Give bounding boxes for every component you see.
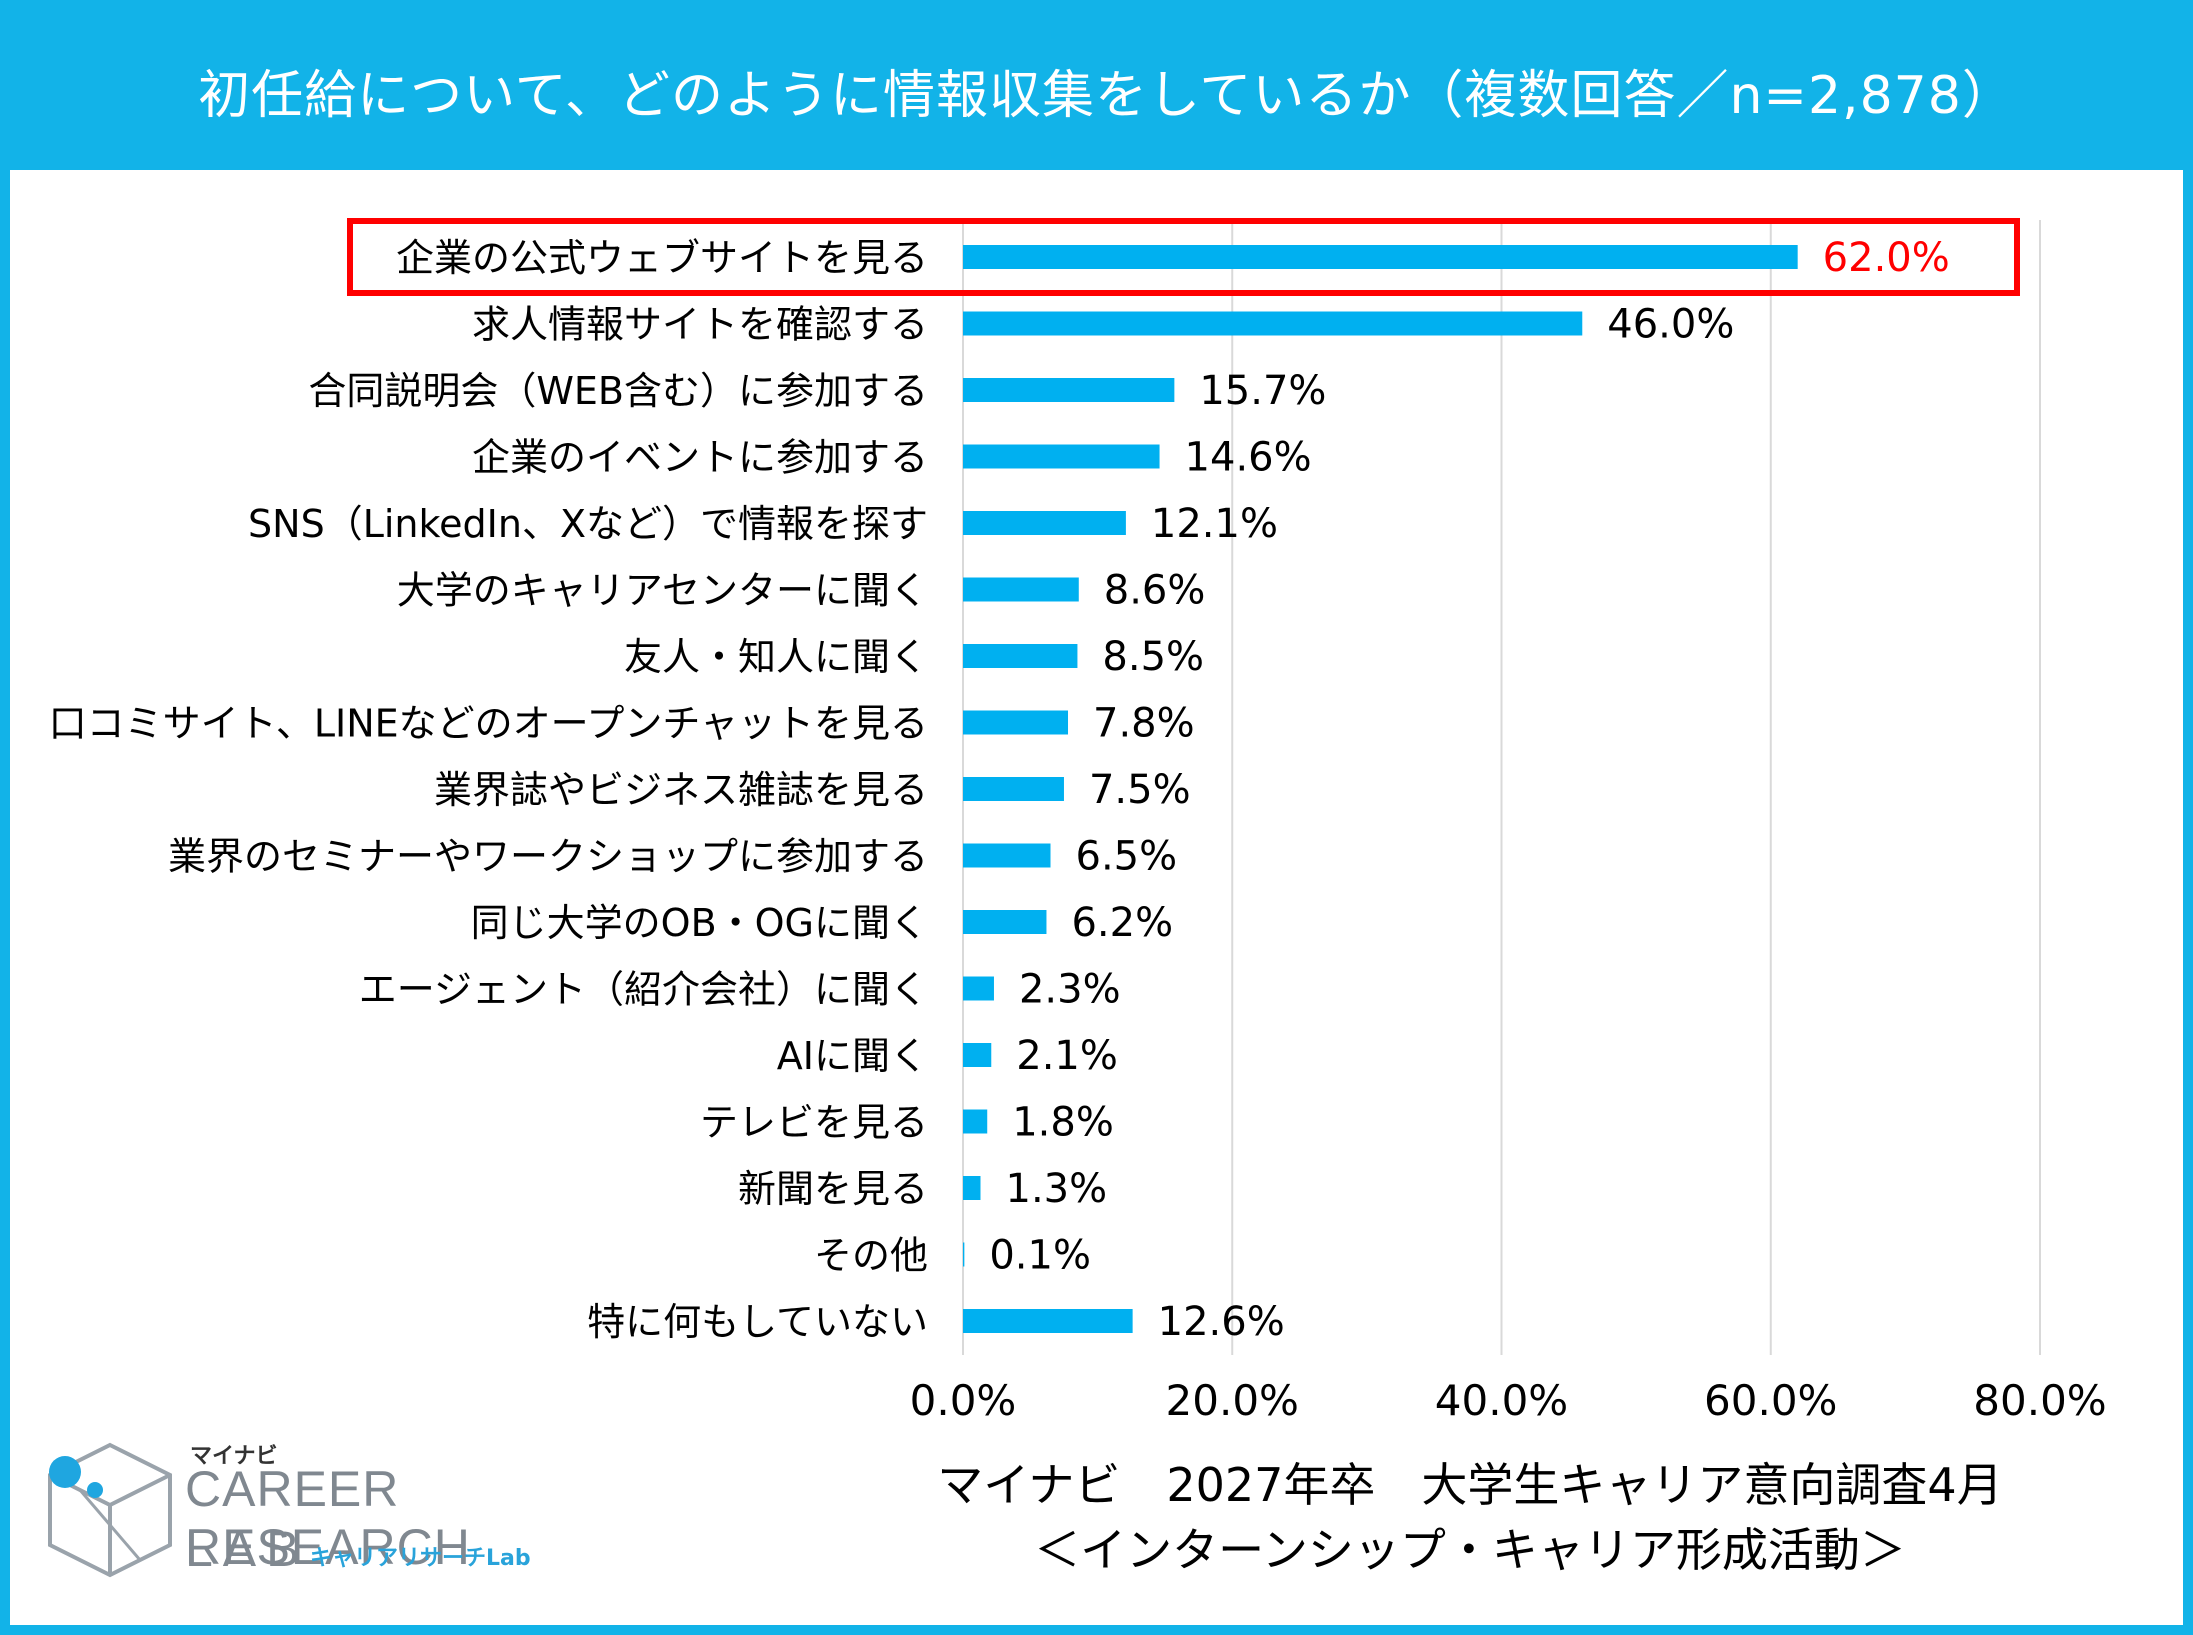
logo-main-text: CAREER RESEARCH — [185, 1461, 471, 1575]
x-tick-label: 20.0% — [1166, 1376, 1299, 1425]
category-label: 求人情報サイトを確認する — [472, 303, 928, 347]
career-research-lab-logo: マイナビ CAREER RESEARCH LAB キャリアリサーチLab — [40, 1420, 640, 1600]
bar — [963, 644, 1078, 668]
data-label: 7.5% — [1089, 767, 1191, 813]
bar — [963, 777, 1064, 801]
category-label: 特に何もしていない — [587, 1300, 928, 1344]
bar — [963, 378, 1175, 402]
bar — [963, 245, 1798, 269]
bar — [963, 910, 1047, 934]
data-label: 7.8% — [1093, 701, 1195, 747]
bar — [963, 577, 1079, 602]
data-label: 8.6% — [1104, 568, 1206, 614]
category-label: 大学のキャリアセンターに聞く — [397, 569, 928, 613]
data-label: 6.5% — [1076, 834, 1178, 880]
chart-title: 初任給について、どのように情報収集をしているか（複数回答／n=2,878） — [198, 65, 2015, 126]
category-label: 企業のイベントに参加する — [472, 436, 928, 480]
bar — [963, 1309, 1133, 1333]
data-label: 15.7% — [1199, 368, 1326, 414]
bar — [963, 976, 994, 1001]
category-label: 合同説明会（WEB含む）に参加する — [308, 369, 928, 413]
title-bar: 初任給について、どのように情報収集をしているか（複数回答／n=2,878） — [10, 10, 2193, 170]
category-label: 業界のセミナーやワークショップに参加する — [168, 835, 928, 879]
x-tick-label: 80.0% — [1973, 1376, 2106, 1425]
bar — [963, 710, 1069, 735]
logo-sub-text: キャリアリサーチLab — [310, 1546, 531, 1571]
category-label: 同じ大学のOB・OGに聞く — [471, 901, 928, 945]
category-label: 友人・知人に聞く — [624, 635, 928, 679]
x-tick-label: 40.0% — [1435, 1376, 1568, 1425]
source-line-2: ＜インターンシップ・キャリア形成活動＞ — [1034, 1523, 1906, 1577]
category-label: 口コミサイト、LINEなどのオープンチャットを見る — [49, 702, 928, 746]
bar — [963, 1242, 965, 1267]
data-label: 46.0% — [1607, 302, 1734, 348]
data-label: 2.3% — [1019, 967, 1121, 1013]
data-label: 12.6% — [1158, 1299, 1285, 1345]
bar — [963, 1176, 981, 1200]
category-label: 企業の公式ウェブサイトを見る — [396, 236, 928, 280]
data-label: 62.0% — [1823, 235, 1950, 281]
category-label: 新聞を見る — [738, 1167, 928, 1211]
category-label: SNS（LinkedIn、Xなど）で情報を探す — [248, 502, 928, 546]
data-label: 1.8% — [1012, 1100, 1114, 1146]
x-tick-label: 0.0% — [910, 1376, 1017, 1425]
category-label: 業界誌やビジネス雑誌を見る — [434, 768, 928, 812]
bar — [963, 511, 1126, 535]
cube-logo-icon — [48, 1442, 172, 1578]
category-label: エージェント（紹介会社）に聞く — [359, 968, 928, 1012]
category-label: AIに聞く — [777, 1034, 928, 1078]
bar — [963, 311, 1583, 336]
logo-lab-text: LAB — [185, 1521, 310, 1577]
data-label: 0.1% — [989, 1233, 1091, 1279]
bar — [963, 444, 1160, 469]
bar — [963, 843, 1051, 868]
highlight-box — [347, 218, 2020, 296]
data-label: 1.3% — [1006, 1166, 1108, 1212]
bar — [963, 1043, 992, 1067]
data-label: 2.1% — [1016, 1033, 1118, 1079]
data-label: 12.1% — [1151, 501, 1278, 547]
category-label: テレビを見る — [700, 1101, 928, 1145]
source-line-1: マイナビ 2027年卒 大学生キャリア意向調査4月 — [937, 1458, 2003, 1512]
bar — [963, 1109, 988, 1134]
logo-brand: マイナビ — [190, 1444, 278, 1469]
data-label: 14.6% — [1185, 435, 1312, 481]
data-label: 6.2% — [1071, 900, 1173, 946]
x-tick-label: 60.0% — [1704, 1376, 1837, 1425]
category-label: その他 — [814, 1234, 928, 1278]
data-label: 8.5% — [1102, 634, 1204, 680]
